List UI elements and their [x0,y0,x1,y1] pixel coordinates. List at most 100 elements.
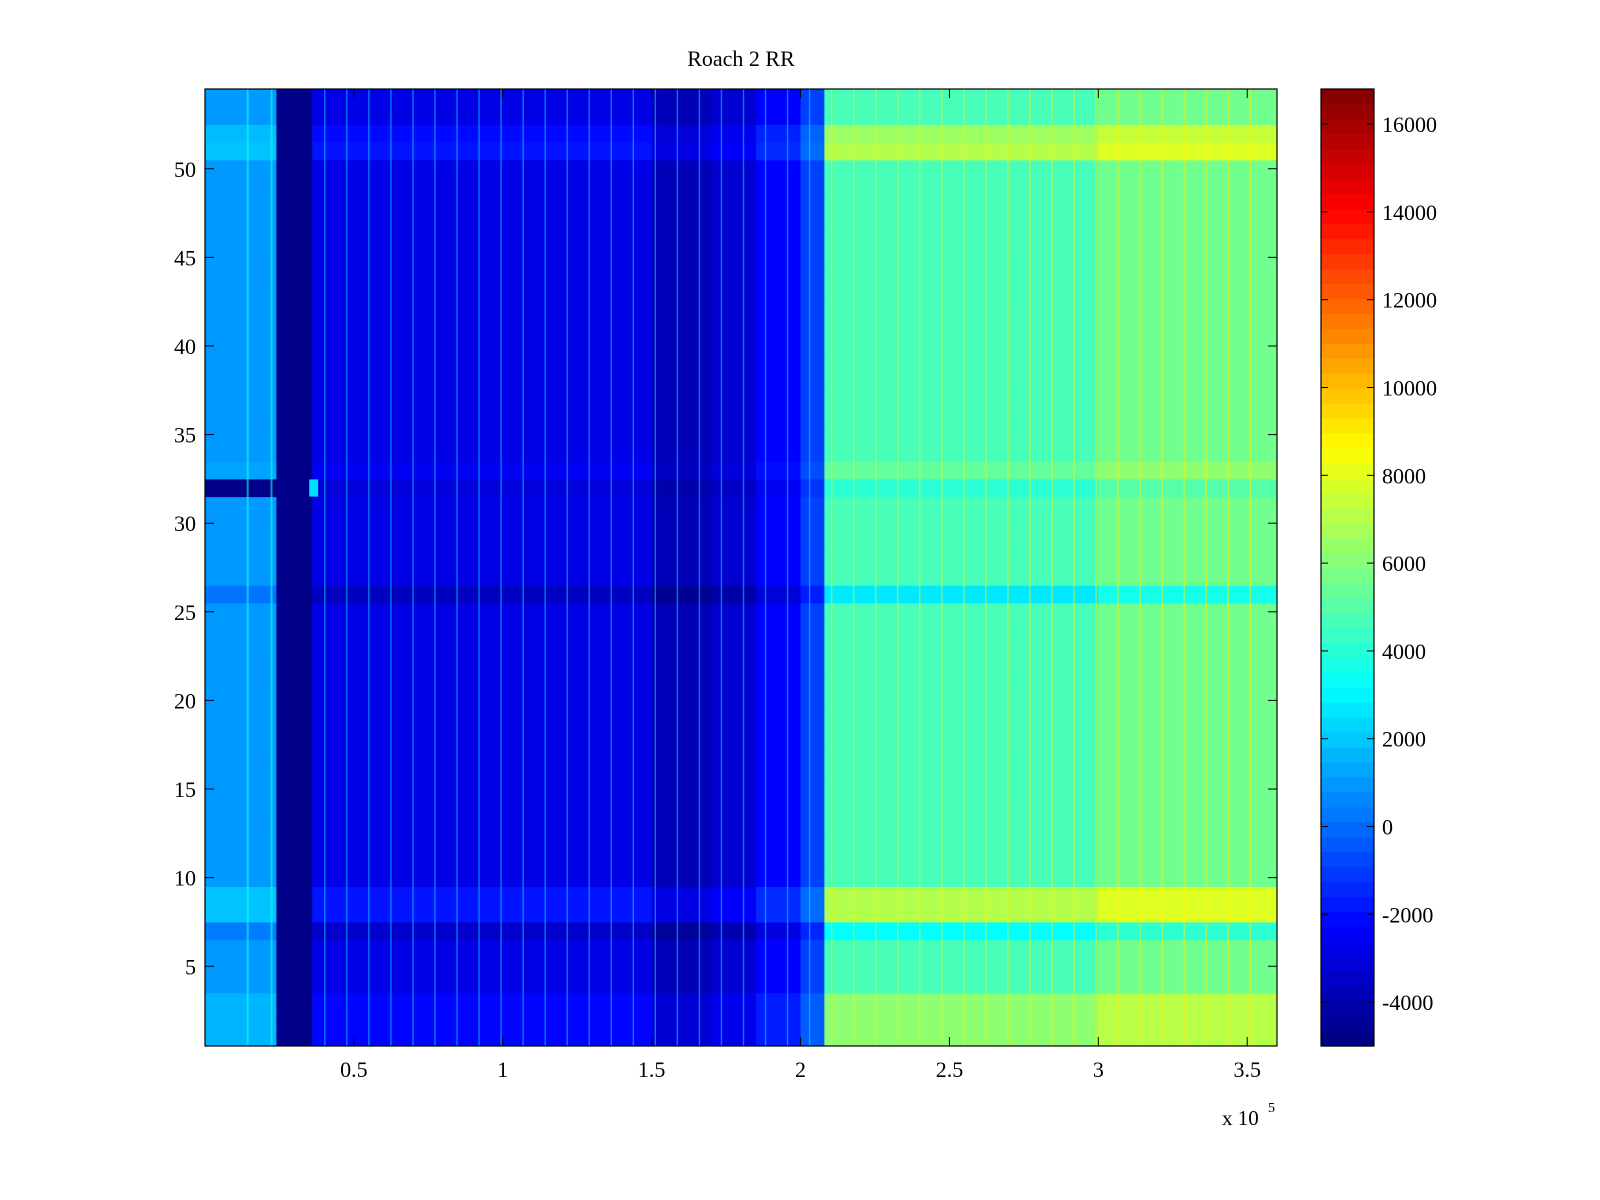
heatmap-cell [276,283,313,303]
heatmap-stripe [1205,89,1207,1046]
heatmap-cell [755,283,802,303]
heatmap-cell [651,886,712,905]
heatmap-cell [205,957,277,976]
heatmap-cell [824,815,1099,834]
colorbar-tick-label: -4000 [1382,990,1433,1015]
colorbar-cell [1321,477,1374,494]
colorbar-cell [1321,971,1374,987]
heatmap-cell [711,354,757,374]
heatmap-cell [1098,195,1278,214]
heatmap-cell [1098,815,1278,834]
heatmap-cell [276,638,313,657]
colorbar-cell [1321,343,1374,359]
colorbar-cell [1321,896,1374,913]
heatmap-cell [800,939,825,958]
heatmap-cell [276,833,313,852]
heatmap-cell [651,762,712,781]
heatmap-cell [312,408,653,427]
heatmap-cell [276,549,313,568]
colorbar-tick-label: 0 [1382,815,1393,840]
heatmap-cell [755,656,802,675]
heatmap-cell [651,213,712,232]
heatmap-cell [824,532,1099,551]
heatmap-cell [312,177,653,196]
heatmap-cell [800,496,825,515]
heatmap-cell [276,301,313,320]
heatmap-cell [824,106,1099,125]
colorbar-cell [1321,851,1374,868]
heatmap-cell [824,833,1099,852]
heatmap-cell [824,656,1099,675]
colorbar-tick-label: 2000 [1382,727,1426,752]
heatmap-stripe [390,89,392,1046]
colorbar-cell [1321,148,1374,165]
heatmap-cell [755,567,802,586]
heatmap-cell [711,461,757,480]
heatmap-cell [711,372,757,391]
heatmap-cell [312,443,653,462]
heatmap-cell [755,230,802,249]
heatmap-cell [312,195,653,214]
heatmap-cell [1098,567,1278,586]
heatmap-cell [755,921,802,941]
heatmap-cell [312,638,653,657]
heatmap-cell [824,248,1099,267]
heatmap-cell [276,921,313,941]
heatmap-cell [1098,532,1278,551]
heatmap-cell [276,213,313,232]
heatmap-cell [276,727,313,746]
heatmap-cell [1098,833,1278,852]
heatmap-stripe [588,89,590,1046]
heatmap-cell [276,886,313,905]
heatmap-cell [1098,797,1278,817]
heatmap-cell [312,886,653,905]
plot-frame [204,88,1278,1047]
colorbar-cell [1321,776,1374,793]
heatmap-cell [800,283,825,303]
heatmap-cell [205,230,277,249]
x-tick-label: 2 [795,1057,806,1082]
heatmap-cell [1098,177,1278,196]
colorbar-cell [1321,836,1374,853]
heatmap-cell [1098,762,1278,781]
heatmap-cell [824,177,1099,196]
heatmap-cell [711,939,757,958]
heatmap-cell [312,142,653,161]
colorbar-cell [1321,1001,1374,1017]
heatmap-cell [1098,744,1278,763]
heatmap-cell [711,89,757,108]
heatmap-cell [276,532,313,551]
heatmap-cell [755,106,802,125]
heatmap-cell [824,567,1099,586]
heatmap-cell [711,851,757,870]
heatmap-cell [276,656,313,675]
heatmap-cell [800,851,825,870]
heatmap-cell [1098,425,1278,444]
heatmap-cell [711,886,757,905]
heatmap-cell [205,797,277,817]
heatmap-cell [312,992,653,1012]
heatmap-cell [651,195,712,214]
heatmap-stripe [1117,89,1119,1046]
heatmap-cell [651,1010,712,1029]
heatmap-cell [1098,975,1278,994]
heatmap-cell [711,266,757,285]
heatmap-cell [1098,89,1278,108]
heatmap-cell [312,159,653,179]
heatmap-cell [755,390,802,409]
heatmap-stripe [632,89,635,1046]
heatmap-cell [711,283,757,303]
heatmap-cell [824,319,1099,338]
heatmap-cell [651,248,712,267]
heatmap-cell [711,408,757,427]
heatmap-cell [276,1028,313,1047]
heatmap-cell [755,177,802,196]
heatmap-cell [1098,337,1278,356]
heatmap-cell [800,727,825,746]
heatmap-cell [824,620,1099,639]
heatmap-cell [800,975,825,994]
colorbar-cell [1321,313,1374,329]
heatmap-stripe [852,89,855,1046]
heatmap-cell [312,1028,653,1047]
colorbar-cell [1321,193,1374,210]
